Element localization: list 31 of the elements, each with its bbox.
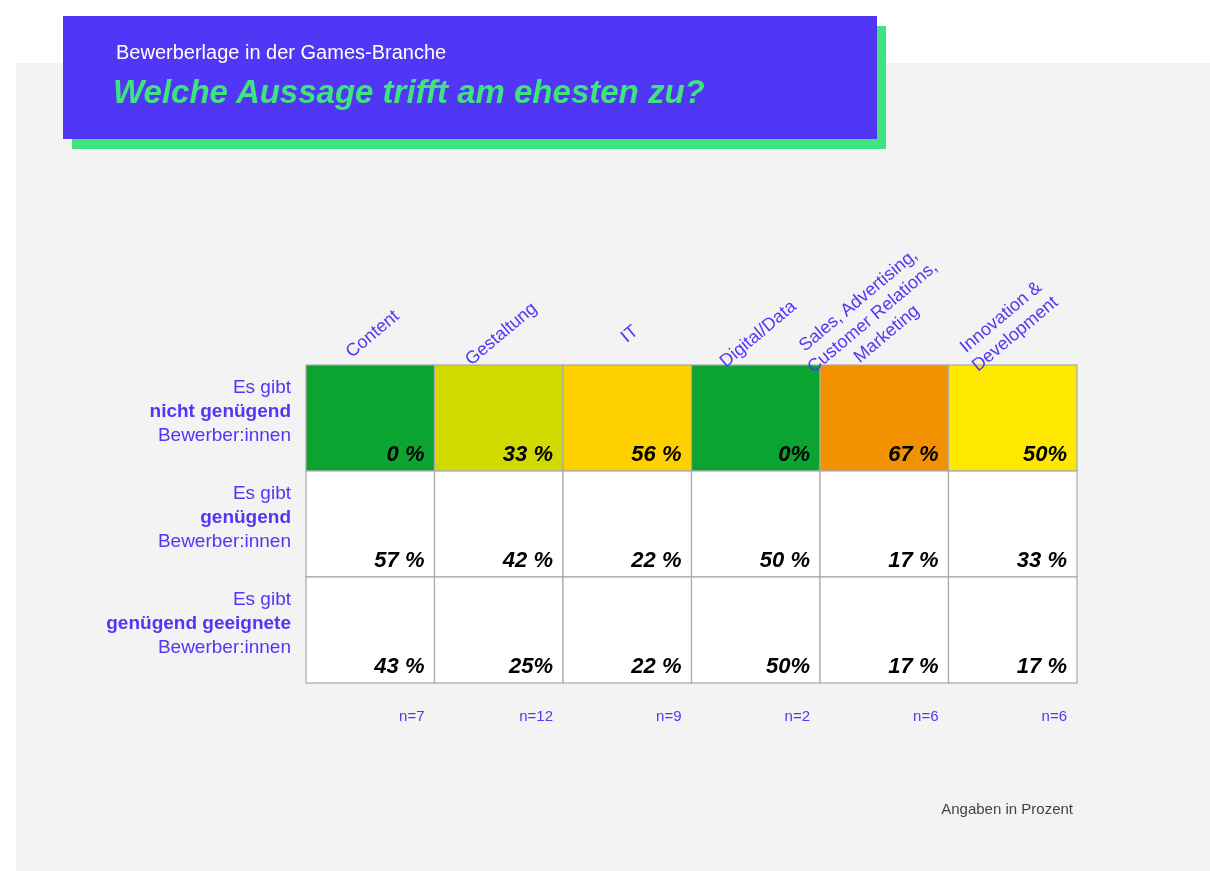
text: n=2 [784,707,810,724]
data-label: 67 % [888,441,939,466]
y-tick-label: Es gibt genügend geeignete Bewerber:innen [106,588,292,657]
chart-title: Welche Aussage trifft am ehesten zu? [113,73,705,110]
data-label: 22 % [630,547,682,572]
data-label: 22 % [630,653,682,678]
data-label: 17 % [1016,653,1067,678]
data-label: 56 % [631,441,682,466]
y-tick-label: Es gibt genügend Bewerber:innen [157,482,292,551]
data-label: 33 % [502,441,553,466]
text: n=7 [399,707,425,724]
data-label: 17 % [888,653,939,678]
data-label: 33 % [1016,547,1067,572]
text: n=12 [519,707,553,724]
y-tick-label: Es gibt nicht genügend Bewerber:innen [149,376,292,445]
data-label: 50% [1022,441,1067,466]
data-label: 17 % [888,547,939,572]
text: n=6 [913,707,939,724]
data-label: 50% [765,653,810,678]
text: Angaben in Prozent [941,800,1074,817]
data-label: 0 % [386,441,425,466]
data-label: 0% [778,441,810,466]
data-label: 25% [507,653,553,678]
data-label: 43 % [373,653,425,678]
chart-subtitle: Bewerberlage in der Games-Branche [116,41,447,63]
text: n=6 [1041,707,1067,724]
text: n=9 [656,707,682,724]
data-label: 50 % [759,547,810,572]
data-label: 42 % [501,547,553,572]
x-tick-label: IT [616,320,642,347]
data-label: 57 % [374,547,425,572]
